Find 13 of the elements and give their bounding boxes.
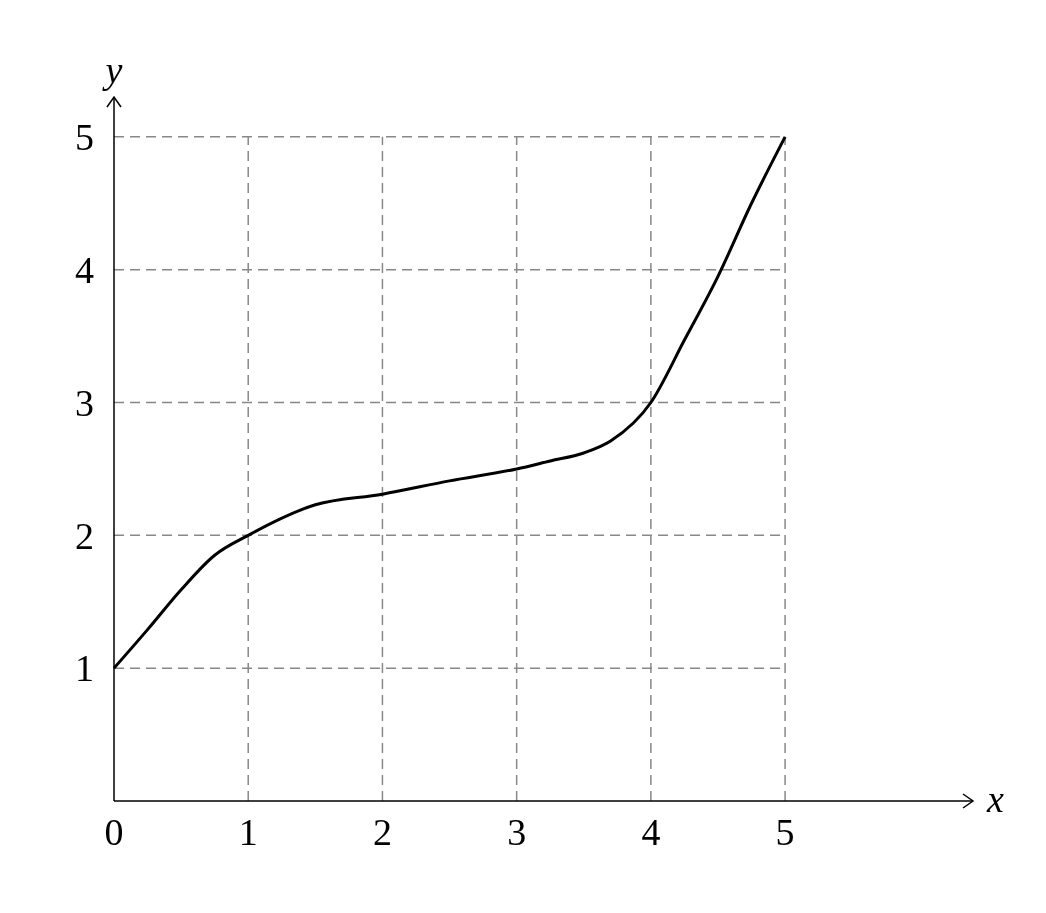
x-tick-label: 0 — [104, 811, 124, 853]
x-tick-label: 1 — [238, 811, 258, 853]
y-tick-label: 4 — [75, 248, 94, 291]
y-tick-label: 1 — [75, 647, 94, 690]
x-tick-label: 2 — [372, 811, 392, 853]
y-axis-title: y — [101, 49, 123, 91]
y-tick-label: 5 — [75, 116, 94, 159]
y-tick-label: 2 — [75, 514, 94, 557]
x-tick-label: 3 — [507, 811, 527, 853]
x-axis-title: x — [986, 778, 1004, 821]
x-tick-label: 5 — [775, 811, 795, 853]
y-tick-label: 3 — [75, 381, 94, 424]
x-tick-label: 4 — [641, 811, 661, 853]
